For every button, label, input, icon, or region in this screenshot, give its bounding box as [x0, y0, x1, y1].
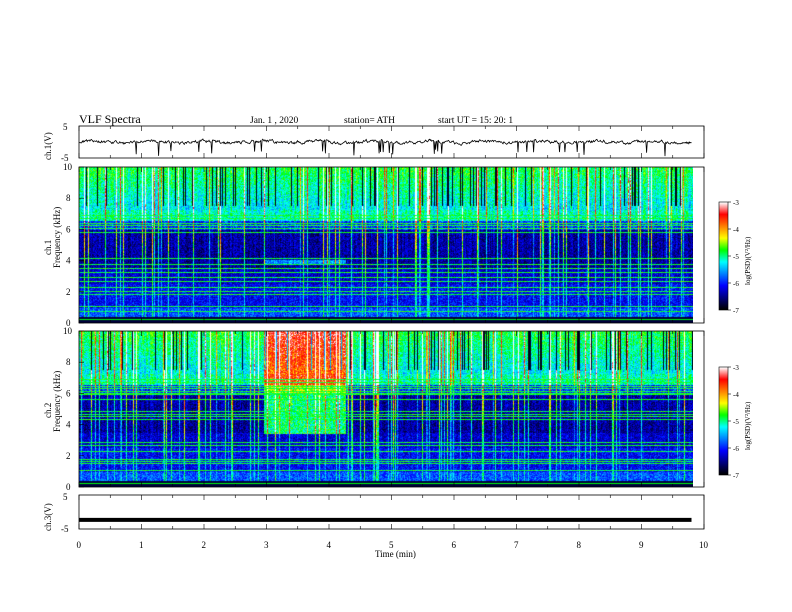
- ch1-channel-label: ch.1: [43, 240, 53, 255]
- ch3-ytick-top: 5: [63, 492, 68, 502]
- freq-tick-label: 0: [66, 482, 71, 492]
- colorbar-tick-label: -7: [733, 307, 739, 315]
- start-time-label: start UT = 15: 20: 1: [438, 116, 513, 126]
- ch2-spectrogram-image: [79, 331, 693, 487]
- freq-tick-label: 0: [66, 318, 71, 328]
- freq-tick-label: 4: [66, 256, 71, 266]
- freq-tick-label: 2: [66, 451, 71, 461]
- ch1-trace: [78, 138, 692, 157]
- ch2-channel-label: ch.2: [43, 403, 53, 418]
- ch3-ytick-bottom: -5: [61, 524, 69, 534]
- ch3-ylabel: ch.3(V): [43, 503, 53, 531]
- ch1-ylabel: ch.1(V): [43, 132, 53, 160]
- colorbar-tick-label: -7: [733, 472, 739, 480]
- ch1-ytick-top: 5: [63, 122, 68, 132]
- date-label: Jan. 1 , 2020: [250, 116, 299, 126]
- ch2-colorbar: [719, 367, 728, 475]
- ch1-freq-ylabel: Frequency (kHz): [52, 207, 62, 268]
- x-tick-label: 10: [699, 540, 709, 550]
- colorbar-tick-label: -6: [733, 445, 739, 453]
- x-tick-label: 8: [577, 540, 582, 550]
- freq-tick-label: 8: [66, 357, 71, 367]
- colorbar-tick-label: -3: [733, 199, 739, 207]
- x-tick-label: 5: [389, 540, 394, 550]
- colorbar-tick-label: -5: [733, 253, 739, 261]
- freq-tick-label: 6: [66, 224, 71, 234]
- colorbar-tick-label: -4: [733, 226, 739, 234]
- ch1-waveform-panel: 5 -5 ch.1(V): [43, 122, 705, 163]
- ch1-ytick-bottom: -5: [61, 153, 69, 163]
- colorbar-tick-label: -5: [733, 418, 739, 426]
- freq-tick-label: 6: [66, 388, 71, 398]
- ch1-spectrogram-image: [79, 167, 693, 323]
- station-label: station= ATH: [344, 116, 395, 126]
- x-tick-label: 0: [77, 540, 82, 550]
- x-tick-label: 7: [514, 540, 519, 550]
- x-tick-label: 6: [452, 540, 457, 550]
- figure-title: VLF Spectra: [79, 112, 141, 126]
- freq-tick-label: 10: [63, 162, 73, 172]
- x-tick-label: 1: [139, 540, 144, 550]
- ch3-waveform-panel: 5 -5 ch.3(V) 0 1 2 3 4 5 6 7 8 9 10 Time (min): [43, 492, 709, 559]
- x-tick-label: 4: [327, 540, 332, 550]
- colorbar-tick-label: -4: [733, 391, 739, 399]
- freq-tick-label: 10: [63, 326, 73, 336]
- freq-tick-label: 8: [66, 193, 71, 203]
- ch3-frame: [78, 494, 705, 530]
- x-tick-label: 9: [639, 540, 644, 550]
- colorbar-tick-label: -6: [733, 280, 739, 288]
- time-xlabel: Time (min): [375, 549, 416, 559]
- colorbar-tick-label: -3: [733, 364, 739, 372]
- x-tick-label: 2: [202, 540, 207, 550]
- x-tick-label: 3: [264, 540, 269, 550]
- ch1-colorbar: [719, 202, 728, 310]
- freq-tick-label: 2: [66, 287, 71, 297]
- ch2-colorbar-label: log(PSD)(V²/Hz): [744, 401, 752, 450]
- freq-tick-label: 4: [66, 420, 71, 430]
- ch2-freq-ylabel: Frequency (kHz): [52, 371, 62, 432]
- ch1-colorbar-label: log(PSD)(V²/Hz): [744, 236, 752, 285]
